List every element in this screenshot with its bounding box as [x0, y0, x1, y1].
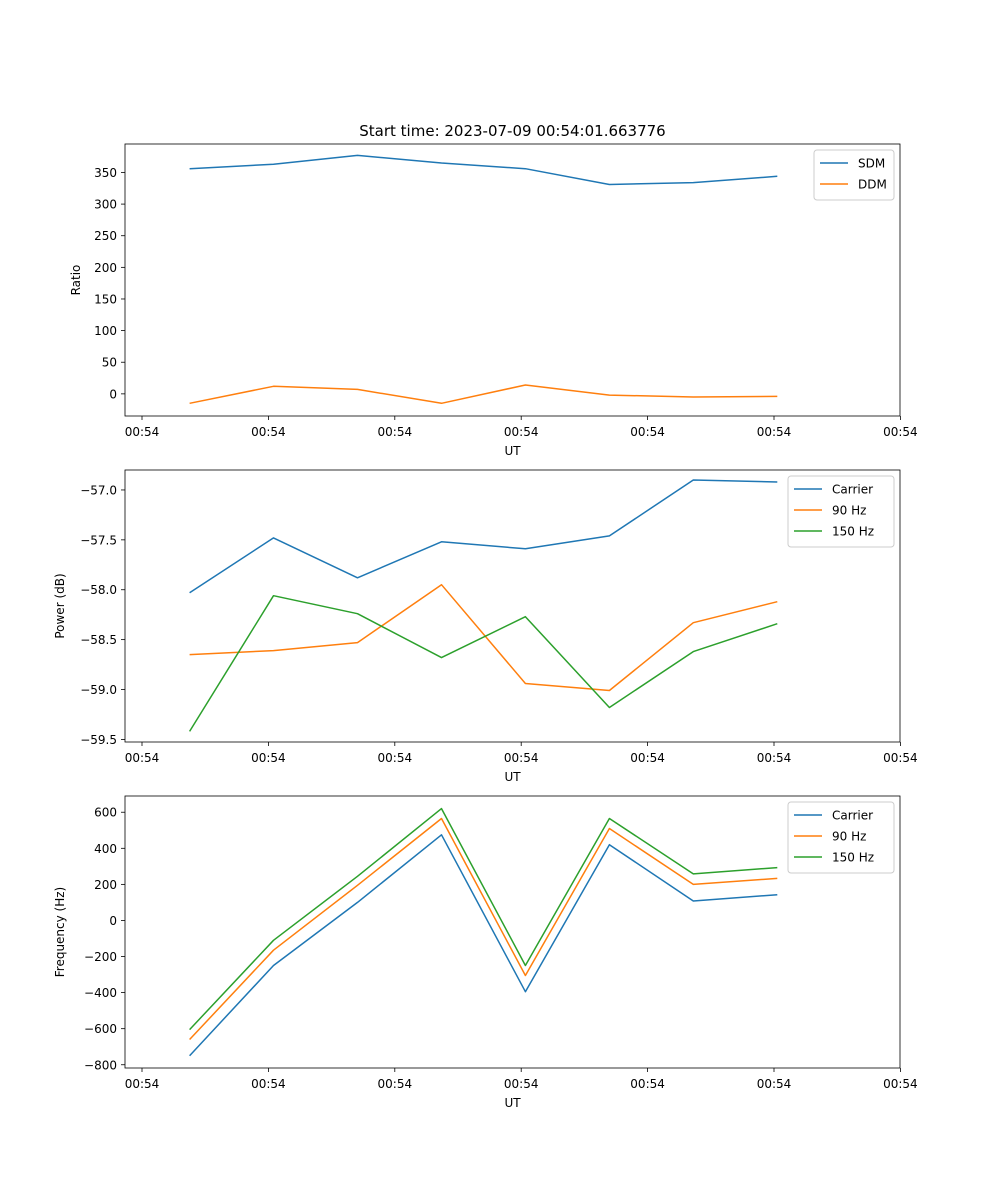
- y-tick-label: −400: [84, 986, 117, 1000]
- legend-label: SDM: [858, 157, 885, 171]
- y-tick-label: −58.5: [80, 633, 117, 647]
- y-tick-label: 350: [94, 166, 117, 180]
- axes-frame: [124, 469, 901, 743]
- series-line-150-hz: [189, 807, 778, 1031]
- plots: 00:5400:5400:5400:5400:5400:5400:5400:55…: [53, 143, 918, 1110]
- x-tick-label: 00:54: [883, 751, 918, 765]
- series-line-90-hz: [189, 817, 778, 1041]
- y-tick-label: 100: [94, 324, 117, 338]
- y-tick-label: −57.0: [80, 483, 117, 497]
- axes-frame: [124, 795, 901, 1069]
- x-axis-label: UT: [504, 1096, 521, 1110]
- x-tick-label: 00:54: [504, 425, 539, 439]
- x-tick-label: 00:54: [630, 1077, 665, 1091]
- legend-label: 150 Hz: [832, 525, 874, 539]
- x-tick-label: 00:54: [251, 1077, 286, 1091]
- panel-1: 00:5400:5400:5400:5400:5400:5400:5400:55…: [69, 143, 918, 458]
- x-tick-label: 00:54: [883, 1077, 918, 1091]
- x-tick-label: 00:54: [757, 1077, 792, 1091]
- axes-frame: [124, 143, 901, 417]
- y-tick-label: −800: [84, 1058, 117, 1072]
- legend-label: Carrier: [832, 809, 873, 823]
- y-tick-label: 200: [94, 878, 117, 892]
- x-tick-label: 00:54: [125, 425, 160, 439]
- panel-3: 00:5400:5400:5400:5400:5400:5400:5400:55…: [53, 795, 918, 1110]
- y-tick-label: 250: [94, 229, 117, 243]
- y-tick-label: −59.0: [80, 683, 117, 697]
- y-tick-label: −600: [84, 1022, 117, 1036]
- y-tick-label: 0: [109, 387, 117, 401]
- y-tick-label: 150: [94, 292, 117, 306]
- y-axis-label: Frequency (Hz): [53, 887, 67, 978]
- legend-label: 150 Hz: [832, 851, 874, 865]
- y-tick-label: 0: [109, 914, 117, 928]
- legend-label: 90 Hz: [832, 504, 866, 518]
- x-tick-label: 00:54: [630, 425, 665, 439]
- series-line-ddm: [189, 384, 778, 405]
- y-axis-label: Ratio: [69, 265, 83, 296]
- x-tick-label: 00:54: [251, 425, 286, 439]
- x-tick-label: 00:54: [378, 1077, 413, 1091]
- legend-box: [787, 801, 895, 874]
- series-line-carrier: [189, 479, 778, 594]
- x-tick-label: 00:54: [125, 751, 160, 765]
- x-tick-label: 00:54: [378, 425, 413, 439]
- x-tick-label: 00:54: [378, 751, 413, 765]
- y-tick-label: 200: [94, 261, 117, 275]
- chart-title: Start time: 2023-07-09 00:54:01.663776: [359, 122, 665, 140]
- x-tick-label: 00:54: [630, 751, 665, 765]
- y-axis-label: Power (dB): [53, 573, 67, 638]
- legend-box: [787, 475, 895, 548]
- x-tick-label: 00:54: [883, 425, 918, 439]
- x-tick-label: 00:54: [757, 425, 792, 439]
- series-line-150-hz: [188, 594, 778, 732]
- y-tick-label: −58.0: [80, 583, 117, 597]
- legend-label: DDM: [858, 178, 887, 192]
- x-tick-label: 00:54: [125, 1077, 160, 1091]
- x-tick-label: 00:54: [251, 751, 286, 765]
- x-tick-label: 00:54: [504, 751, 539, 765]
- legend-label: Carrier: [832, 483, 873, 497]
- series-line-90-hz: [189, 583, 778, 692]
- y-tick-label: 50: [102, 356, 117, 370]
- x-tick-label: 00:54: [757, 751, 792, 765]
- series-line-sdm: [189, 154, 778, 186]
- series-line-carrier: [189, 834, 778, 1057]
- x-axis-label: UT: [504, 770, 521, 784]
- legend-label: 90 Hz: [832, 830, 866, 844]
- y-tick-label: −57.5: [80, 533, 117, 547]
- x-tick-label: 00:54: [504, 1077, 539, 1091]
- y-tick-label: 600: [94, 806, 117, 820]
- y-tick-label: −200: [84, 950, 117, 964]
- x-axis-label: UT: [504, 444, 521, 458]
- panel-2: 00:5400:5400:5400:5400:5400:5400:5400:55…: [53, 469, 918, 784]
- y-tick-label: 400: [94, 842, 117, 856]
- y-tick-label: 300: [94, 198, 117, 212]
- y-tick-label: −59.5: [80, 733, 117, 747]
